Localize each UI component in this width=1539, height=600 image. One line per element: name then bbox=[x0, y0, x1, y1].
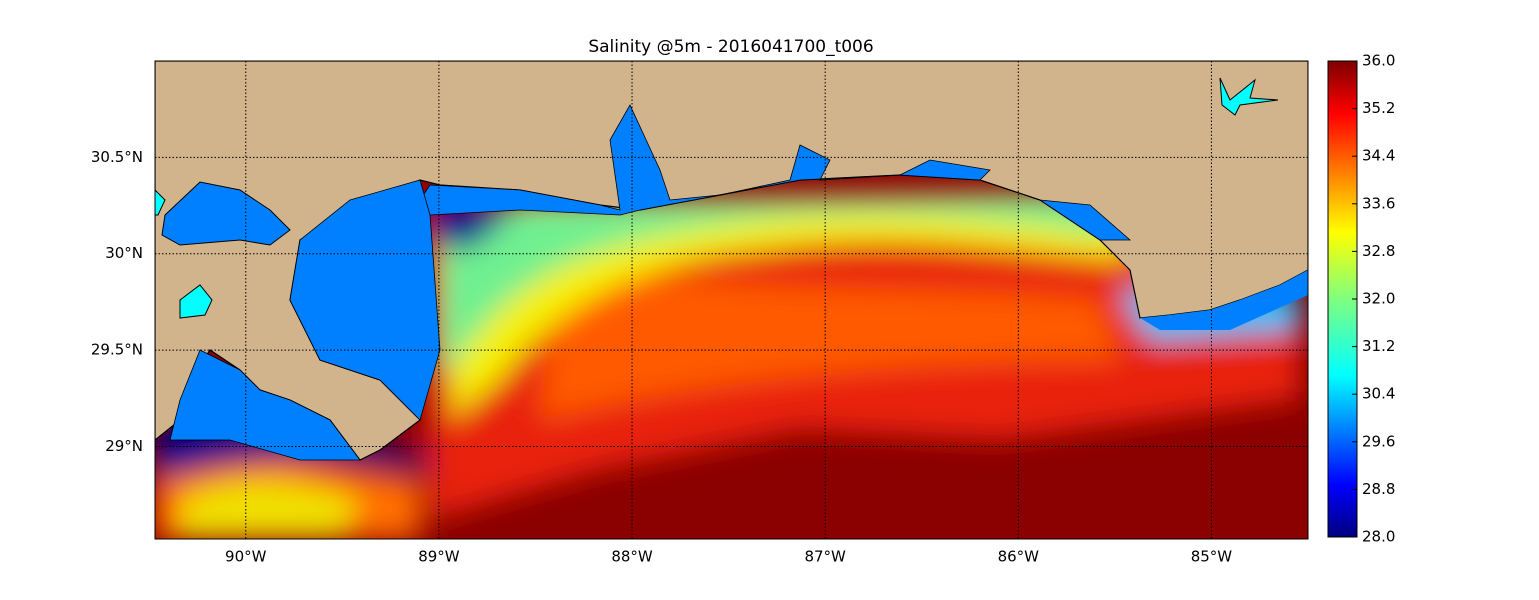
salinity-field bbox=[155, 61, 1308, 539]
colorbar-tick-label: 28.8 bbox=[1362, 480, 1395, 498]
colorbar-tick-label: 36.0 bbox=[1362, 52, 1395, 70]
x-tick-label: 89°W bbox=[418, 548, 460, 566]
x-tick-label: 85°W bbox=[1191, 548, 1233, 566]
x-tick-label: 86°W bbox=[998, 548, 1040, 566]
chart-title: Salinity @5m - 2016041700_t006 bbox=[588, 37, 873, 57]
colorbar-tick-label: 32.8 bbox=[1362, 242, 1395, 260]
colorbar-tick-label: 31.2 bbox=[1362, 337, 1395, 355]
colorbar-tick-label: 30.4 bbox=[1362, 385, 1395, 403]
y-tick-label: 29°N bbox=[105, 437, 143, 455]
x-tick-label: 88°W bbox=[611, 548, 653, 566]
y-tick-label: 29.5°N bbox=[91, 341, 143, 359]
colorbar-tick-label: 33.6 bbox=[1362, 194, 1395, 212]
colorbar-tick-label: 28.0 bbox=[1362, 528, 1395, 546]
x-tick-label: 87°W bbox=[804, 548, 846, 566]
plot-frame bbox=[154, 60, 1309, 540]
colorbar-tick-label: 29.6 bbox=[1362, 432, 1395, 450]
y-tick-label: 30°N bbox=[105, 244, 143, 262]
colorbar-tick-label: 35.2 bbox=[1362, 99, 1395, 117]
y-tick-label: 30.5°N bbox=[91, 148, 143, 166]
colorbar-tick-label: 34.4 bbox=[1362, 147, 1395, 165]
x-tick-label: 90°W bbox=[225, 548, 267, 566]
colorbar-tick-label: 32.0 bbox=[1362, 290, 1395, 308]
